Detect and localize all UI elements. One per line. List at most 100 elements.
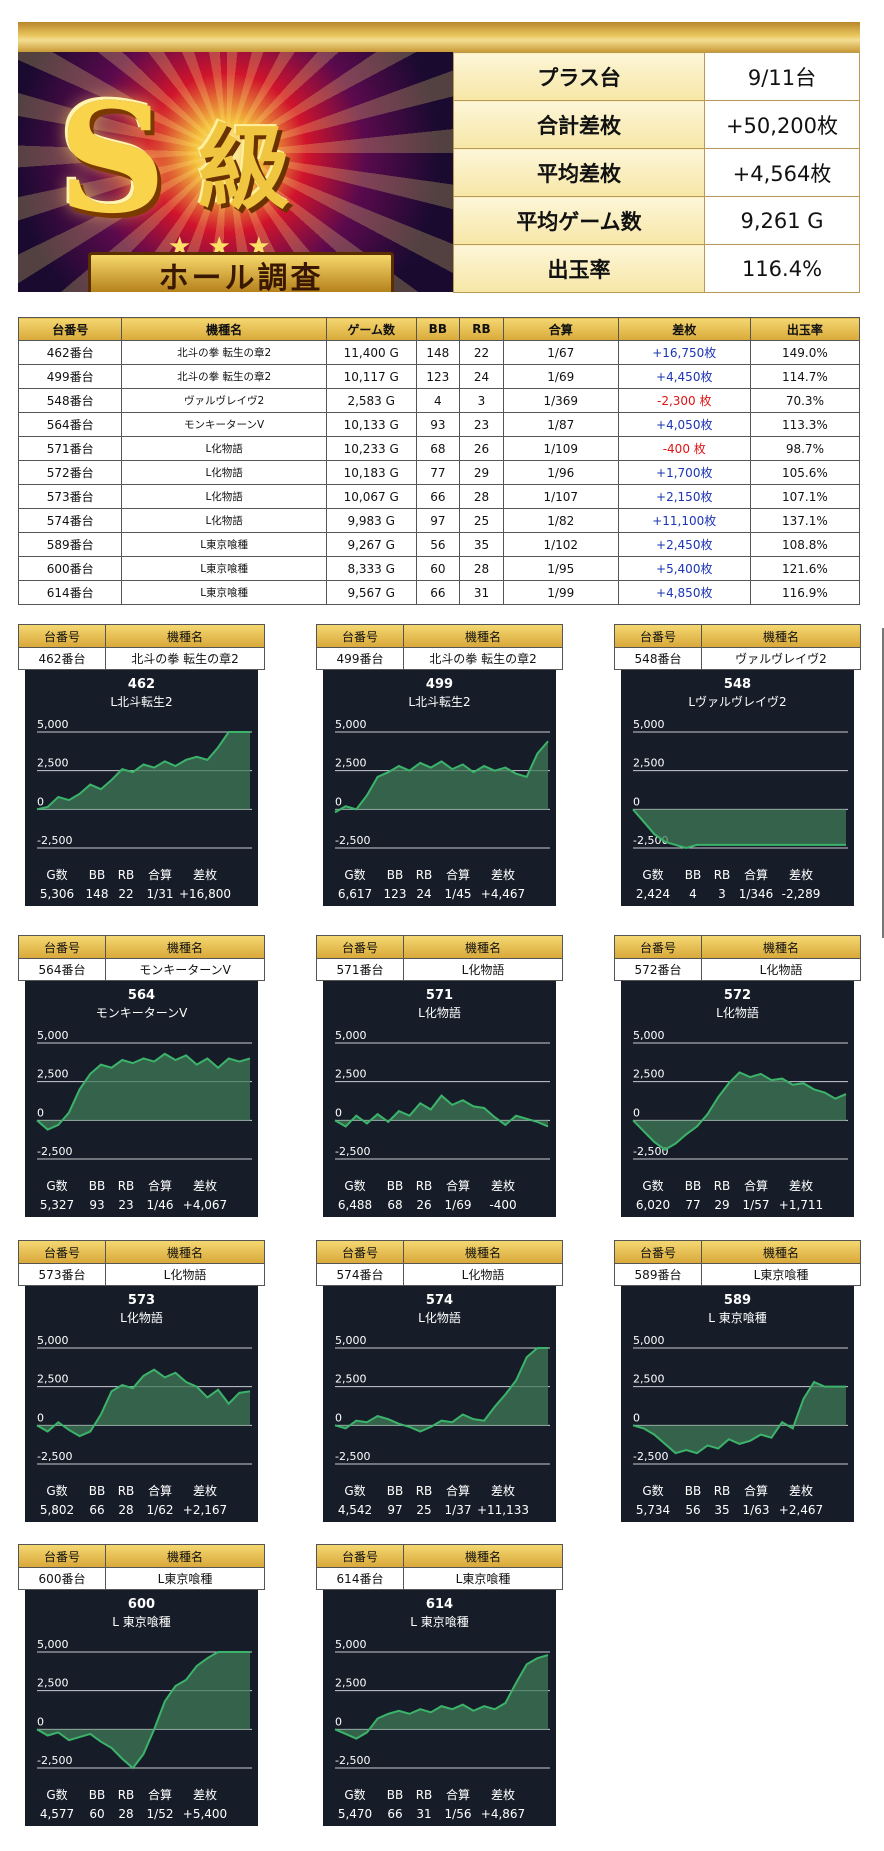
stat-value: 6,020 xyxy=(636,1198,670,1212)
stat-value: -400 xyxy=(489,1198,516,1212)
stat-label: G数 xyxy=(46,1483,67,1498)
y-tick-label: 0 xyxy=(37,1715,44,1728)
stat-value: 2,424 xyxy=(636,887,670,901)
y-tick-label: 2,500 xyxy=(633,1068,665,1081)
panel-values: 572番台 L化物語 xyxy=(614,959,861,981)
stat-value: 29 xyxy=(714,1198,729,1212)
summary-value: 9/11台 xyxy=(704,52,860,101)
cell-bb: 97 xyxy=(415,508,461,533)
cell-rate: 114.7% xyxy=(749,364,861,389)
graph-title: 614 xyxy=(426,1597,453,1612)
stat-label: 差枚 xyxy=(491,867,515,882)
cell-total: 1/107 xyxy=(502,484,619,509)
panel-machine-name: L東京喰種 xyxy=(404,1568,563,1590)
cell-rb: 28 xyxy=(459,556,504,581)
column-header: 機種名 xyxy=(121,317,327,341)
graph-title: 564 xyxy=(128,988,155,1003)
stat-label: G数 xyxy=(46,867,67,882)
y-tick-label: 0 xyxy=(633,1411,640,1424)
stat-value: +11,133 xyxy=(477,1503,529,1517)
cell-rate: 108.8% xyxy=(749,532,861,557)
graph-subtitle: L 東京喰種 xyxy=(410,1614,469,1629)
y-tick-label: 2,500 xyxy=(335,1677,367,1690)
panel-label-model: 機種名 xyxy=(404,935,563,959)
stat-value: 148 xyxy=(86,887,109,901)
stat-label: BB xyxy=(387,1484,403,1498)
cell-diff: +4,850枚 xyxy=(617,580,751,605)
cell-rb: 31 xyxy=(459,580,504,605)
panel-header: 台番号 機種名 xyxy=(316,1544,563,1568)
machine-panel: 台番号 機種名 499番台 北斗の拳 転生の章2 xyxy=(316,624,563,670)
stat-value: 6,617 xyxy=(338,887,372,901)
cell-total: 1/96 xyxy=(502,460,619,485)
machine-panel: 台番号 機種名 600番台 L東京喰種 xyxy=(18,1544,265,1590)
slump-line xyxy=(334,1094,549,1128)
summary-value: 116.4% xyxy=(704,244,860,293)
graph-card: 614 L 東京喰種 5,000 2,500 0 -2,500 G数 5,470 BB 66 RB 3… xyxy=(323,1590,556,1826)
stat-value: 66 xyxy=(387,1807,402,1821)
stat-label: 合算 xyxy=(446,1787,470,1802)
stat-value: 1/57 xyxy=(743,1198,770,1212)
panel-label-no: 台番号 xyxy=(18,935,106,959)
stat-label: RB xyxy=(416,1179,433,1193)
cell-games: 10,183 G xyxy=(325,460,417,485)
slump-area xyxy=(37,732,250,810)
banner-s-letter: S xyxy=(58,71,167,247)
machine-panel: 台番号 機種名 572番台 L化物語 xyxy=(614,935,861,981)
stat-label: G数 xyxy=(642,1483,663,1498)
stat-label: 差枚 xyxy=(491,1178,515,1193)
column-header: 差枚 xyxy=(617,317,751,341)
stat-value: 1/37 xyxy=(445,1503,472,1517)
stat-label: G数 xyxy=(46,1178,67,1193)
graph-subtitle: L化物語 xyxy=(418,1310,461,1325)
y-tick-label: -2,500 xyxy=(633,1145,668,1158)
panel-machine-no: 462番台 xyxy=(18,648,106,670)
y-tick-label: 0 xyxy=(633,1106,640,1119)
panel-label-no: 台番号 xyxy=(18,1544,106,1568)
panel-values: 574番台 L化物語 xyxy=(316,1264,563,1286)
stat-label: RB xyxy=(416,868,433,882)
summary-row: プラス台 9/11台 xyxy=(453,52,860,101)
stat-value: 22 xyxy=(118,887,133,901)
cell-rate: 107.1% xyxy=(749,484,861,509)
stat-label: RB xyxy=(118,868,135,882)
s-class-banner: S 級 ★ ★ ★ ホール調査 xyxy=(18,52,453,292)
machine-panel: 台番号 機種名 462番台 北斗の拳 転生の章2 xyxy=(18,624,265,670)
y-tick-label: 5,000 xyxy=(37,1029,69,1042)
stat-value: 3 xyxy=(718,887,726,901)
panel-header: 台番号 機種名 xyxy=(316,935,563,959)
stat-value: 60 xyxy=(89,1807,104,1821)
stat-value: 4,542 xyxy=(338,1503,372,1517)
slump-line xyxy=(36,1368,251,1438)
column-header: 台番号 xyxy=(17,317,123,341)
graph-title: 589 xyxy=(724,1293,751,1308)
cell-no: 574番台 xyxy=(17,508,123,533)
cell-bb: 77 xyxy=(415,460,461,485)
cell-games: 10,133 G xyxy=(325,412,417,437)
cell-bb: 56 xyxy=(415,532,461,557)
panel-header: 台番号 機種名 xyxy=(18,1544,265,1568)
stat-value: +16,800 xyxy=(179,887,231,901)
machine-panel: 台番号 機種名 548番台 ヴァルヴレイヴ2 xyxy=(614,624,861,670)
panel-machine-no: 571番台 xyxy=(316,959,404,981)
panel-label-model: 機種名 xyxy=(106,935,265,959)
graph-title: 499 xyxy=(426,677,453,692)
cell-model: L東京喰種 xyxy=(121,580,327,605)
summary-row: 平均ゲーム数 9,261 G xyxy=(453,196,860,245)
panel-values: 499番台 北斗の拳 転生の章2 xyxy=(316,648,563,670)
panel-values: 548番台 ヴァルヴレイヴ2 xyxy=(614,648,861,670)
banner-kyu-text: 級 xyxy=(198,114,291,222)
panel-label-no: 台番号 xyxy=(18,624,106,648)
graph-card: 462 L北斗転生2 5,000 2,500 0 -2,500 G数 5,306 BB 148 RB… xyxy=(25,670,258,906)
stat-value: 66 xyxy=(89,1503,104,1517)
stat-label: 差枚 xyxy=(193,1178,217,1193)
graph-card: 499 L北斗転生2 5,000 2,500 0 -2,500 G数 6,617 BB 123 RB… xyxy=(323,670,556,906)
panel-machine-no: 564番台 xyxy=(18,959,106,981)
cell-games: 10,117 G xyxy=(325,364,417,389)
cell-total: 1/95 xyxy=(502,556,619,581)
y-tick-label: 5,000 xyxy=(335,718,367,731)
summary-label: プラス台 xyxy=(453,52,705,101)
y-tick-label: -2,500 xyxy=(37,834,72,847)
panel-label-no: 台番号 xyxy=(614,935,702,959)
graph-card: 564 モンキーターンV 5,000 2,500 0 -2,500 G数 5,327 BB 93 R… xyxy=(25,981,258,1217)
